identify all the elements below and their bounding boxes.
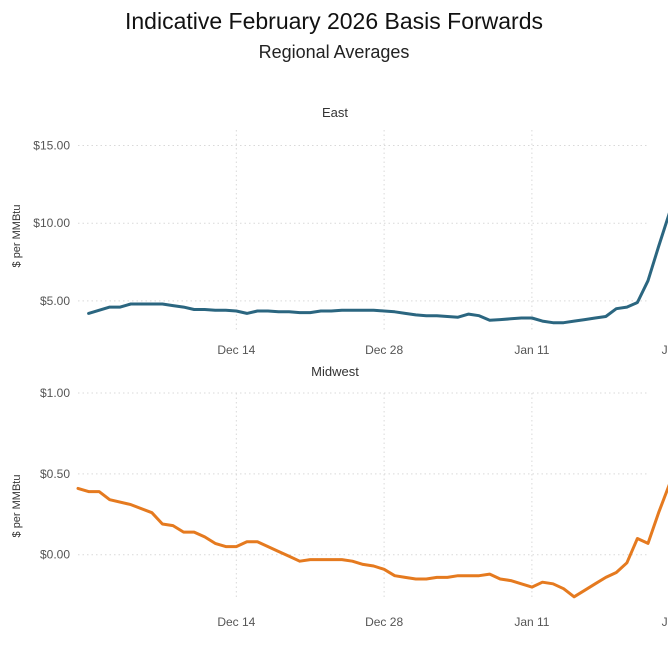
east-y-axis-label: $ per MMBtu [11,205,23,268]
east-y-tick-label: $10.00 [33,216,70,230]
midwest-y-axis-label: $ per MMBtu [11,475,23,538]
east-x-tick-label: Jan 11 [514,343,549,357]
east-x-tick-label: Dec 28 [365,343,403,357]
east-panel: East $ per MMBtu $5.00 $10.00 $15.00 Dec 14… [11,105,668,357]
midwest-x-tick-label: Dec 14 [217,615,255,629]
midwest-y-tick-label: $1.00 [40,386,70,400]
midwest-y-tick-label: $0.00 [40,548,70,562]
midwest-panel: Midwest $ per MMBtu $0.00 $0.50 $1.00 Dec 1… [11,364,668,629]
east-y-tick-label: $5.00 [40,294,70,308]
chart-title: Indicative February 2026 Basis Forwards [124,8,544,34]
east-x-tick-label: Dec 14 [217,343,255,357]
midwest-series-line [76,483,668,599]
east-y-tick-label: $15.00 [33,139,70,153]
chart-subtitle: Regional Averages [258,42,410,62]
midwest-x-tick-label: Jan 11 [514,615,549,629]
midwest-panel-title: Midwest [311,364,359,379]
midwest-x-tick-label: Jan 25 [662,615,668,629]
east-x-tick-label: Jan 25 [662,343,668,357]
east-panel-title: East [322,105,348,120]
east-series-line [87,212,668,325]
midwest-y-tick-label: $0.50 [40,467,70,481]
midwest-x-tick-label: Dec 28 [365,615,403,629]
